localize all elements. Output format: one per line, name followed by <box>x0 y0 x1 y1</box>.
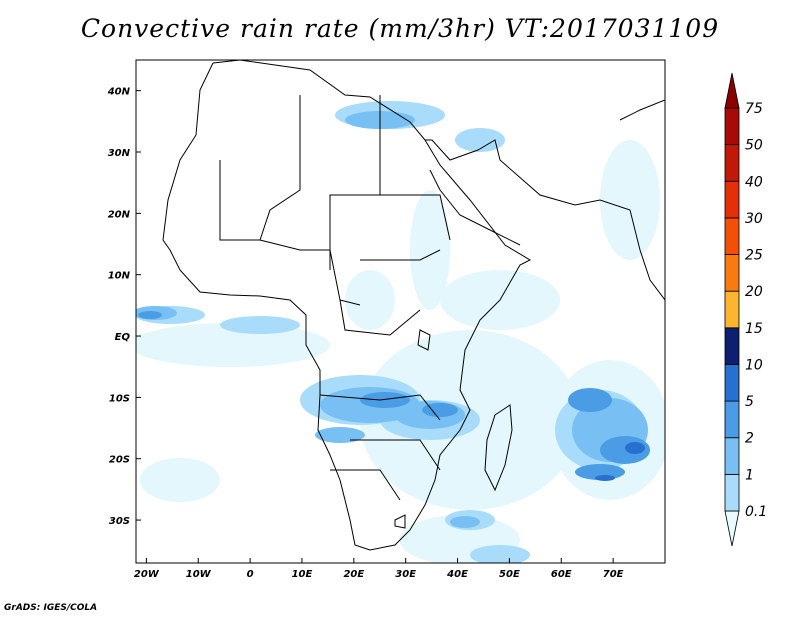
precipitation-layer <box>136 101 665 563</box>
x-tick-label: 10E <box>292 569 313 580</box>
colorbar-label: 40 <box>745 174 763 190</box>
colorbar-swatch <box>724 180 740 219</box>
x-tick-label: 20W <box>134 569 160 580</box>
colorbar-swatch <box>724 290 740 329</box>
y-tick-label: EQ <box>115 332 131 343</box>
colorbar-swatch <box>724 327 740 365</box>
x-tick-label: 0 <box>247 569 254 580</box>
colorbar-swatch <box>724 144 740 182</box>
map-frame <box>135 59 666 564</box>
colorbar-swatch <box>724 364 740 402</box>
colorbar-label: 25 <box>745 248 763 264</box>
colorbar-label: 15 <box>745 321 763 337</box>
colorbar-swatch <box>724 72 740 109</box>
x-tick-label: 70E <box>603 569 624 580</box>
colorbar-label: 50 <box>745 138 763 154</box>
colorbar-label: 1 <box>745 467 754 483</box>
coastlines-and-borders <box>162 60 665 551</box>
colorbar-label: 20 <box>745 284 763 300</box>
y-tick-label: 40N <box>107 87 131 98</box>
colorbar-swatch <box>724 107 740 146</box>
x-tick-label: 60E <box>551 569 572 580</box>
x-tick-label: 40E <box>446 569 468 580</box>
colorbar-swatch <box>724 437 740 475</box>
colorbar-label: 30 <box>745 211 763 227</box>
x-tick-label: 30E <box>395 569 416 580</box>
y-tick-label: 10S <box>109 393 130 404</box>
y-tick-label: 30S <box>109 516 130 527</box>
colorbar-label: 2 <box>745 431 754 447</box>
colorbar-label: 0.1 <box>745 504 767 520</box>
colorbar-swatch <box>724 510 740 547</box>
y-tick-label: 10N <box>108 271 131 282</box>
colorbar-swatch <box>724 254 740 292</box>
colorbar-swatch <box>724 473 740 512</box>
x-tick-label: 50E <box>499 569 520 580</box>
colorbar-label: 75 <box>745 101 763 117</box>
x-axis: 20W 10W 0 10E 20E 30E 40E 50E 60E 70E <box>134 558 624 580</box>
colorbar-swatch <box>724 217 740 255</box>
x-tick-label: 20E <box>343 569 364 580</box>
grads-credit: GrADS: IGES/COLA <box>4 603 98 613</box>
y-tick-label: 20S <box>109 455 130 466</box>
map-title: Convective rain rate (mm/3hr) VT:2017031… <box>80 14 720 43</box>
colorbar-swatch <box>724 400 740 439</box>
colorbar-label: 5 <box>745 394 754 410</box>
y-tick-label: 20N <box>108 209 131 220</box>
y-axis: 40N 30N 20N 10N EQ 10S 20S 30S <box>107 87 141 527</box>
x-tick-label: 10W <box>186 569 212 580</box>
y-tick-label: 30N <box>108 148 131 159</box>
colorbar-label: 10 <box>745 357 763 373</box>
